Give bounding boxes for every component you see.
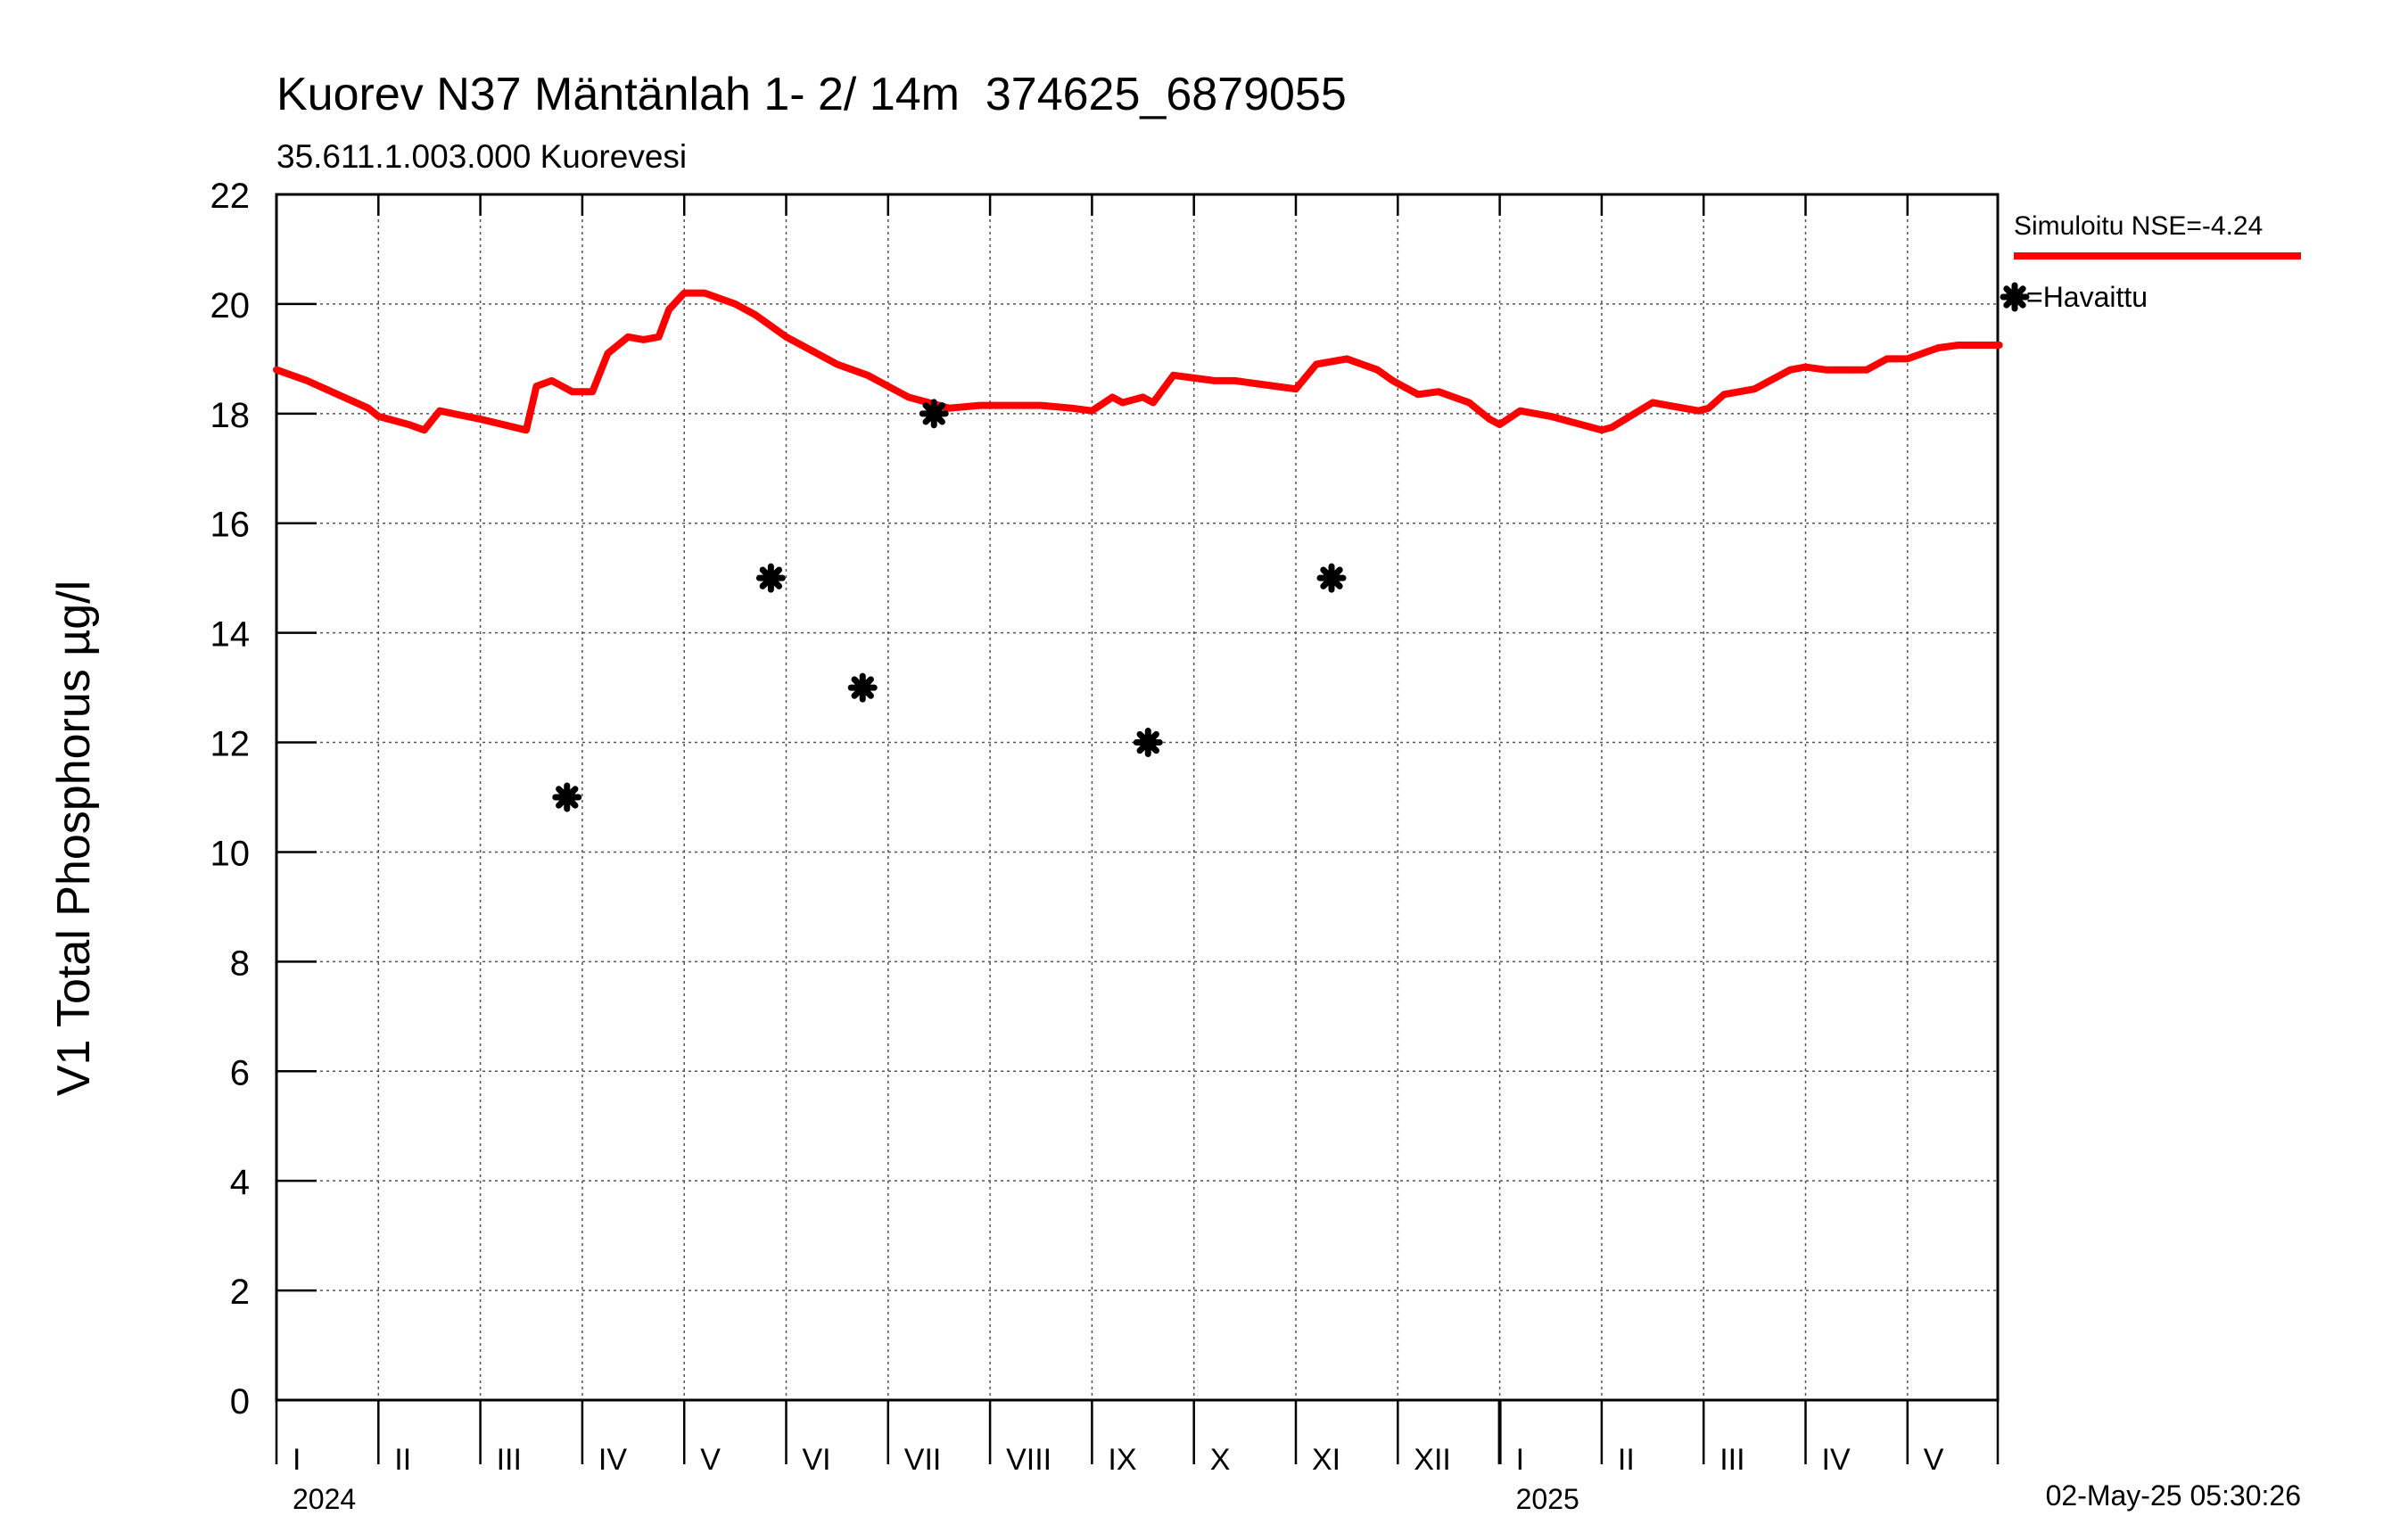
y-tick-label: 12 <box>210 725 251 764</box>
month-label: VIII <box>1006 1443 1051 1477</box>
legend-observed-label: =Havaittu <box>2026 281 2148 313</box>
asterisk-stroke <box>922 402 945 425</box>
month-label: X <box>1210 1443 1231 1477</box>
timestamp: 02-May-25 05:30:26 <box>2046 1479 2301 1512</box>
month-label: VII <box>904 1443 942 1477</box>
month-label: V <box>700 1443 721 1477</box>
month-label: IV <box>598 1443 627 1477</box>
chart-subtitle: 35.611.1.003.000 Kuorevesi <box>276 138 687 175</box>
y-tick-label: 16 <box>210 506 251 545</box>
legend-asterisk <box>2000 282 2030 312</box>
simulated-line <box>273 289 2003 434</box>
y-tick-labels: 0 2 4 6 8 10 12 14 16 18 20 22 <box>210 177 251 1421</box>
x-tick-labels: I II III IV V VI VII VIII IX X XI XII I II III IV V <box>293 1443 1944 1477</box>
month-label: II <box>394 1443 411 1477</box>
month-label: XII <box>1414 1443 1451 1477</box>
asterisk-stroke <box>759 566 783 589</box>
y-tick-label: 0 <box>230 1382 250 1421</box>
legend: Simuloitu NSE=-4.24 =Havaittu <box>2000 211 2301 313</box>
y-tick-label: 8 <box>230 943 250 983</box>
month-label: I <box>293 1443 301 1477</box>
year-labels: 2024 2025 <box>293 1483 1579 1515</box>
legend-observed-marker <box>2000 282 2030 312</box>
y-tick-label: 4 <box>230 1163 250 1202</box>
observed-point <box>755 563 786 593</box>
y-axis-label: V1 Total Phosphorus µg/l <box>48 581 100 1096</box>
axis-ticks <box>275 193 2000 1464</box>
asterisk-stroke <box>851 676 874 699</box>
y-tick-label: 2 <box>230 1273 250 1312</box>
y-tick-label: 18 <box>210 396 251 435</box>
month-label: IX <box>1108 1443 1136 1477</box>
month-label: V <box>1924 1443 1944 1477</box>
year-label: 2024 <box>293 1483 356 1515</box>
chart-title: Kuorev N37 Mäntänlah 1- 2/ 14m 374625_68… <box>276 69 1347 120</box>
y-tick-label: 22 <box>210 177 251 216</box>
year-label: 2025 <box>1516 1483 1579 1515</box>
observed-point <box>847 672 878 703</box>
month-label: VI <box>803 1443 831 1477</box>
y-tick-label: 20 <box>210 286 251 325</box>
month-label: I <box>1516 1443 1524 1477</box>
y-tick-label: 10 <box>210 834 251 873</box>
series-layer <box>273 289 2003 812</box>
observed-point <box>1133 728 1163 758</box>
asterisk-stroke <box>1136 730 1159 754</box>
asterisk-stroke <box>556 786 579 809</box>
month-label: IV <box>1822 1443 1851 1477</box>
asterisk-stroke <box>2003 285 2026 309</box>
asterisk-stroke <box>1320 566 1343 589</box>
y-tick-label: 14 <box>210 615 251 655</box>
observed-point <box>552 782 582 812</box>
grid-lines <box>276 194 1998 1400</box>
observed-point <box>919 399 949 429</box>
month-label: XI <box>1312 1443 1340 1477</box>
y-tick-label: 6 <box>230 1053 250 1092</box>
plot-frame <box>275 193 2000 1402</box>
observed-point <box>1316 563 1347 593</box>
month-label: III <box>1719 1443 1744 1477</box>
month-label: III <box>497 1443 522 1477</box>
legend-simulated-label: Simuloitu NSE=-4.24 <box>2014 211 2263 241</box>
month-label: II <box>1618 1443 1635 1477</box>
